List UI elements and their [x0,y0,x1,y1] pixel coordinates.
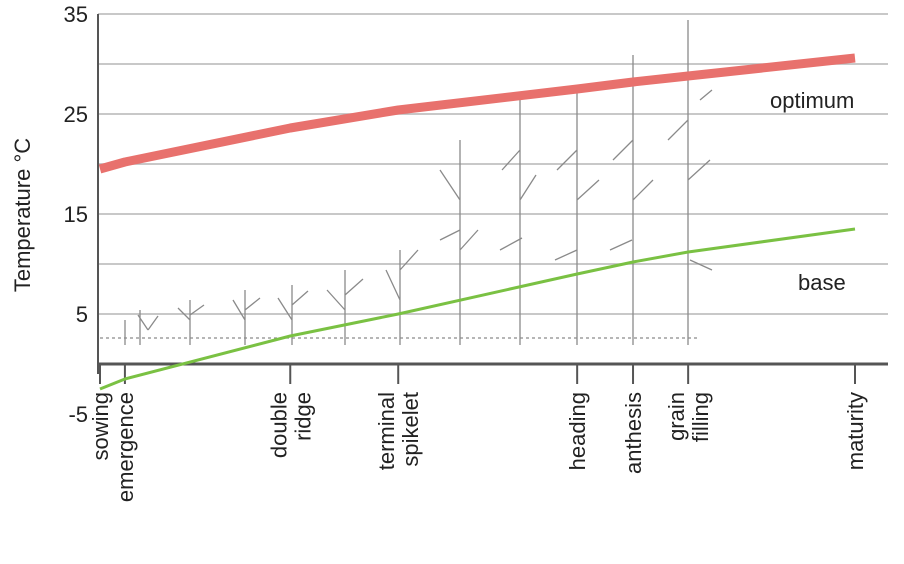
plant [125,310,158,345]
x-tick-label: heading [565,392,590,470]
y-tick-label: 5 [76,302,88,327]
plant [500,95,536,345]
x-tick-label: anthesis [621,392,646,474]
plant [327,270,363,345]
series-label: optimum [770,88,854,113]
x-tick-label: terminal [374,392,399,470]
chart: Temperature °C -5 5 15 25 35 sowingemergence d… [0,0,904,564]
x-tick-label: ridge [290,392,315,441]
plant [555,85,599,345]
plant-sketches [100,20,712,345]
x-tick-label: double [266,392,291,458]
x-tick-label: emergence [113,392,138,502]
x-tick-label: sowing [88,392,113,460]
y-tick-label: 35 [64,2,88,27]
y-tick-label: 15 [64,202,88,227]
x-tick-label: grain [664,392,689,441]
y-axis-label: Temperature °C [10,138,35,292]
x-tick-label: maturity [843,392,868,470]
y-tick-label: -5 [68,402,88,427]
y-tick-label: 25 [64,102,88,127]
x-tick-label: filling [688,392,713,442]
plant [610,55,653,345]
plant [233,290,260,345]
plant [668,20,712,345]
x-tick-label: spikelet [398,392,423,467]
series-label: base [798,270,846,295]
